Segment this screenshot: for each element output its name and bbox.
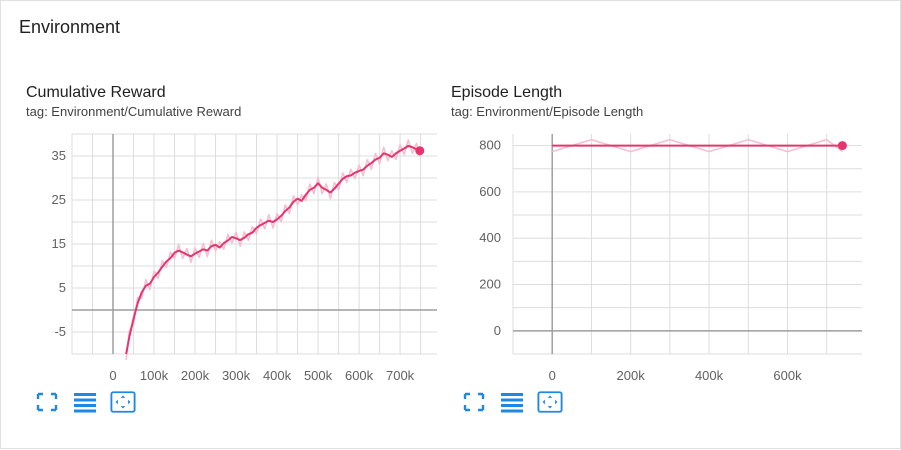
x-tick-label: 400k [263,368,292,383]
series-end-point[interactable] [415,146,425,156]
chart-title: Episode Length [451,84,563,101]
x-tick-label: 100k [140,368,169,383]
y-tick-label: 5 [59,280,66,295]
x-tick-label: 400k [695,368,724,383]
log-scale-icon[interactable] [499,390,525,414]
fullscreen-icon[interactable] [34,390,60,414]
section-body [0,56,901,449]
fit-domain-icon[interactable] [537,390,563,414]
x-tick-label: 500k [304,368,333,383]
section-title: Environment [19,17,121,37]
x-tick-label: 300k [222,368,251,383]
series-raw-line [551,138,843,153]
chart-tag: tag: Environment/Cumulative Reward [26,104,242,119]
series-raw-line [125,139,421,361]
x-tick-label: 0 [549,368,556,383]
series-end-point[interactable] [837,141,847,151]
fullscreen-icon[interactable] [461,390,487,414]
y-tick-label: 400 [479,230,501,245]
y-tick-label: 35 [52,148,66,163]
chart-tag: tag: Environment/Episode Length [451,104,644,119]
section-header[interactable]: Environment [0,0,901,57]
log-scale-icon[interactable] [72,390,98,414]
y-tick-label: -5 [54,324,66,339]
y-tick-label: 25 [52,192,66,207]
y-tick-label: 800 [479,138,501,153]
x-tick-label: 200k [181,368,210,383]
series-line [125,144,421,355]
x-tick-label: 600k [773,368,802,383]
reward-chart[interactable]: 35 25 15 5 -5 0 100k 200k 300k 400k 500k 600k 700k [0,56,437,386]
y-tick-label: 0 [494,323,501,338]
x-tick-label: 600k [345,368,374,383]
x-tick-label: 0 [109,368,116,383]
y-tick-label: 15 [52,236,66,251]
chart-card-episode-length: Episode Length tag: Environment/Episode … [425,56,862,446]
y-tick-label: 200 [479,277,501,292]
x-tick-label: 700k [386,368,415,383]
fit-domain-icon[interactable] [110,390,136,414]
y-tick-label: 600 [479,184,501,199]
episode-length-chart[interactable]: 800 600 400 200 0 0 200k 400k 600k [425,56,862,386]
x-tick-label: 200k [617,368,646,383]
chart-card-cumulative-reward: Cumulative Reward tag: Environment/Cumul… [0,56,437,446]
chart-title: Cumulative Reward [26,84,166,101]
